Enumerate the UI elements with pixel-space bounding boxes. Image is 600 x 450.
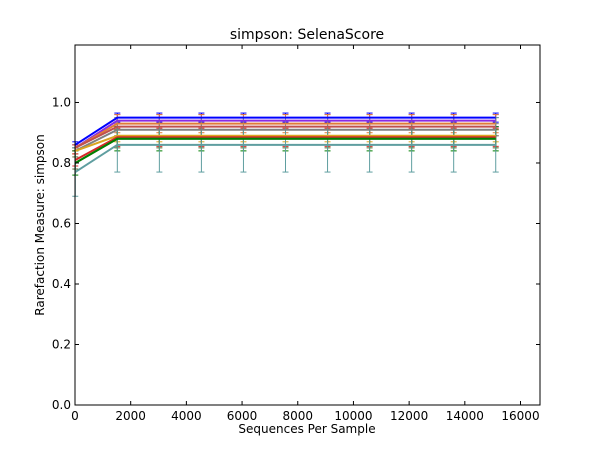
x-tick-label: 10000 [334,409,372,423]
series-line [74,137,496,164]
x-tick-label: 12000 [390,409,428,423]
series-line [74,128,496,152]
x-tick-label: 0 [71,409,79,423]
series-line [74,134,496,152]
series-line [74,143,496,173]
series-line [74,122,496,149]
y-tick-label: 0.0 [52,398,71,412]
y-tick-label: 0.8 [52,156,71,170]
y-tick-label: 0.4 [52,277,71,291]
y-tick-label: 0.2 [52,337,71,351]
y-axis-label: Rarefaction Measure: simpson [33,134,47,315]
series-line [74,125,496,149]
x-axis-label: Sequences Per Sample [238,422,375,436]
series-line [74,116,496,146]
series-line [74,119,496,149]
series-line [74,136,496,161]
chart-title: simpson: SelenaScore [230,27,384,43]
y-tick-label: 1.0 [52,95,71,109]
axes: 0 2000 4000 6000 8000 10000 12000 14000 16000 0.0… [52,45,540,423]
x-tick-label: 6000 [227,409,258,423]
x-tick-label: 8000 [282,409,313,423]
x-tick-label: 14000 [446,409,484,423]
x-tick-label: 4000 [171,409,202,423]
y-tick-label: 0.6 [52,216,71,230]
x-tick-label: 2000 [115,409,146,423]
x-tick-label: 16000 [501,409,539,423]
plot-area [72,112,499,197]
plot-frame [74,44,541,406]
